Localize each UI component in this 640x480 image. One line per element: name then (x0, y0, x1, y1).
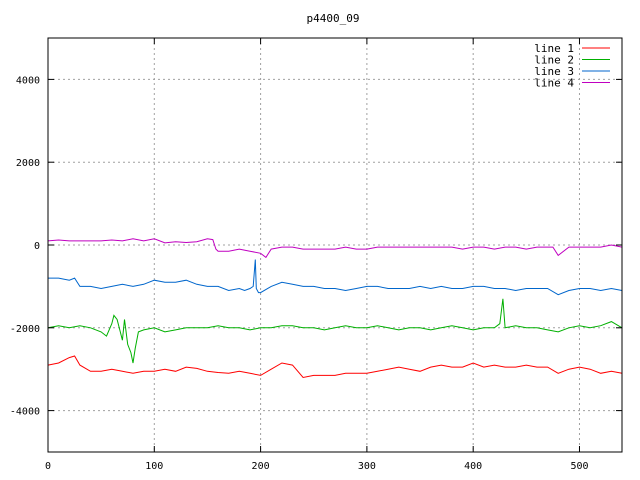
x-tick-label: 500 (570, 461, 588, 472)
series-line-3 (48, 259, 623, 296)
legend-label: line 4 (534, 77, 574, 90)
y-tick-label: -2000 (10, 324, 40, 335)
legend-label: line 3 (534, 65, 574, 78)
x-tick-label: 0 (45, 461, 51, 472)
y-tick-label: 0 (34, 241, 40, 252)
grid-lines (48, 38, 622, 452)
series-group (47, 238, 623, 379)
series-line-2 (47, 298, 623, 364)
x-tick-label: 200 (252, 461, 270, 472)
legend-label: line 1 (534, 42, 574, 55)
x-tick-label: 400 (464, 461, 482, 472)
chart-title: p4400_09 (307, 12, 360, 25)
y-tick-label: 2000 (16, 158, 40, 169)
axis-ticks: 0 100 200 300 400 500 -4000 -2000 0 2000 4000 (10, 38, 622, 472)
y-tick-label: 4000 (16, 75, 40, 86)
y-tick-label: -4000 (10, 407, 40, 418)
series-line-4 (47, 238, 623, 259)
series-line-1 (47, 355, 623, 379)
x-tick-label: 300 (358, 461, 376, 472)
legend-label: line 2 (534, 54, 574, 67)
x-tick-label: 100 (145, 461, 163, 472)
